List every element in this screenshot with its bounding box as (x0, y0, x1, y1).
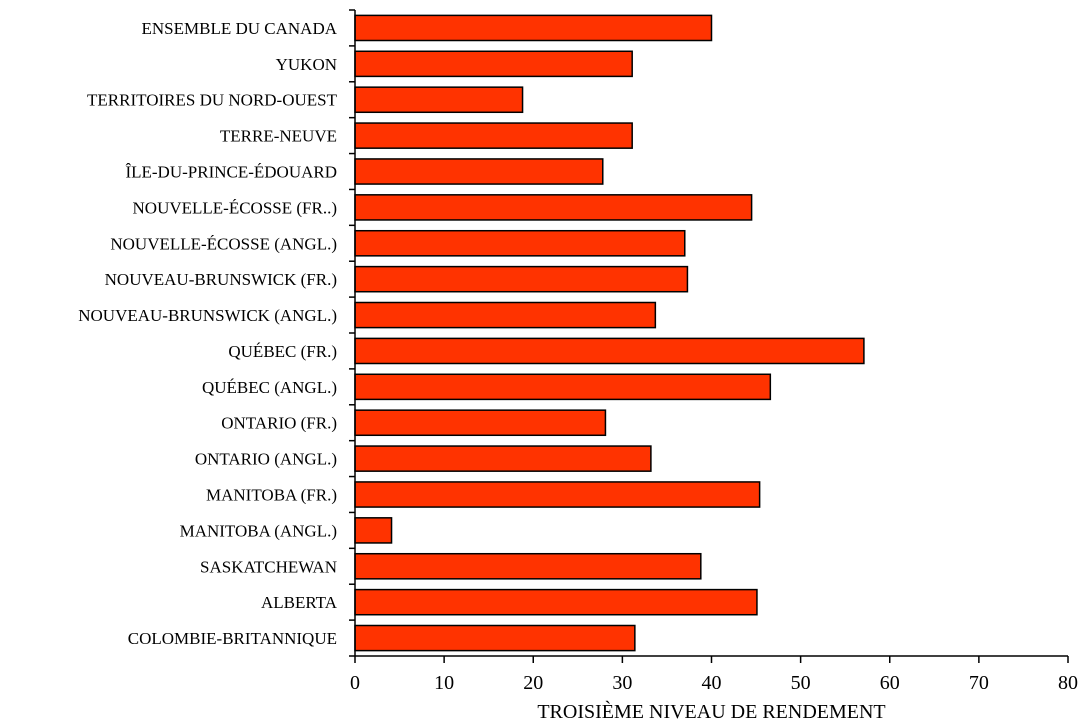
category-label-yukon: YUKON (276, 55, 337, 74)
x-axis-title: TROISIÈME NIVEAU DE RENDEMENT (537, 700, 885, 723)
bar-yukon (354, 50, 633, 78)
x-tick-label-40: 40 (702, 672, 722, 694)
bar-nouvelle-ecosse-angl (354, 229, 686, 257)
bar-ensemble-du-canada (354, 14, 713, 42)
bar-quebec-angl (354, 373, 772, 401)
x-tick-label-10: 10 (434, 672, 454, 694)
x-tick-label-30: 30 (612, 672, 632, 694)
category-label-alberta: ALBERTA (261, 593, 338, 612)
category-label-nouveau-brunswick-fr: NOUVEAU-BRUNSWICK (FR.) (105, 270, 337, 289)
bar-nouvelle-ecosse-fr (354, 194, 753, 221)
x-tick-label-60: 60 (880, 672, 900, 694)
bar-nouveau-brunswick-angl (354, 301, 657, 329)
category-label-ile-du-prince-edouard: ÎLE-DU-PRINCE-ÉDOUARD (125, 163, 337, 182)
bar-alberta (354, 588, 758, 616)
bar-nouveau-brunswick-fr (354, 265, 689, 293)
category-label-ontario-fr: ONTARIO (FR.) (221, 414, 337, 433)
y-axis-ticks (349, 9, 355, 657)
category-label-manitoba-fr: MANITOBA (FR.) (206, 486, 337, 505)
bar-terre-neuve (354, 122, 633, 149)
category-label-ensemble-du-canada: ENSEMBLE DU CANADA (142, 19, 338, 38)
category-label-ontario-angl: ONTARIO (ANGL.) (195, 450, 337, 469)
x-tick-label-50: 50 (791, 672, 811, 694)
bar-manitoba-fr (354, 481, 761, 508)
category-label-quebec-fr: QUÉBEC (FR.) (228, 342, 337, 361)
category-label-terre-neuve: TERRE-NEUVE (220, 127, 337, 146)
bar-ontario-fr (354, 409, 607, 437)
category-label-nouvelle-ecosse-angl: NOUVELLE-ÉCOSSE (ANGL.) (110, 234, 337, 253)
category-label-manitoba-angl: MANITOBA (ANGL.) (180, 521, 337, 540)
x-tick-label-0: 0 (350, 672, 360, 694)
bar-quebec-fr (354, 337, 865, 365)
bar-ile-du-prince-edouard (354, 158, 604, 185)
category-label-quebec-angl: QUÉBEC (ANGL.) (202, 378, 337, 397)
x-axis-ticks: 0 10 20 30 40 50 60 70 80 (350, 656, 1078, 694)
category-label-nouvelle-ecosse-fr: NOUVELLE-ÉCOSSE (FR..) (133, 198, 337, 217)
bar-ontario-angl (354, 445, 652, 472)
category-label-saskatchewan: SASKATCHEWAN (200, 557, 337, 576)
bar-territoires-du-nord-ouest (354, 86, 524, 114)
bar-saskatchewan (354, 552, 702, 580)
bar-colombie-britannique (354, 624, 636, 652)
bars-group (354, 14, 865, 652)
category-label-colombie-britannique: COLOMBIE-BRITANNIQUE (128, 629, 337, 648)
category-label-territoires-du-nord-ouest: TERRITOIRES DU NORD-OUEST (87, 91, 338, 110)
category-labels: ENSEMBLE DU CANADA YUKON TERRITOIRES DU NO… (78, 19, 337, 648)
bar-manitoba-angl (354, 517, 393, 544)
x-tick-label-80: 80 (1058, 672, 1078, 694)
category-label-nouveau-brunswick-angl: NOUVEAU-BRUNSWICK (ANGL.) (78, 306, 337, 325)
x-tick-label-20: 20 (523, 672, 543, 694)
x-tick-label-70: 70 (969, 672, 989, 694)
